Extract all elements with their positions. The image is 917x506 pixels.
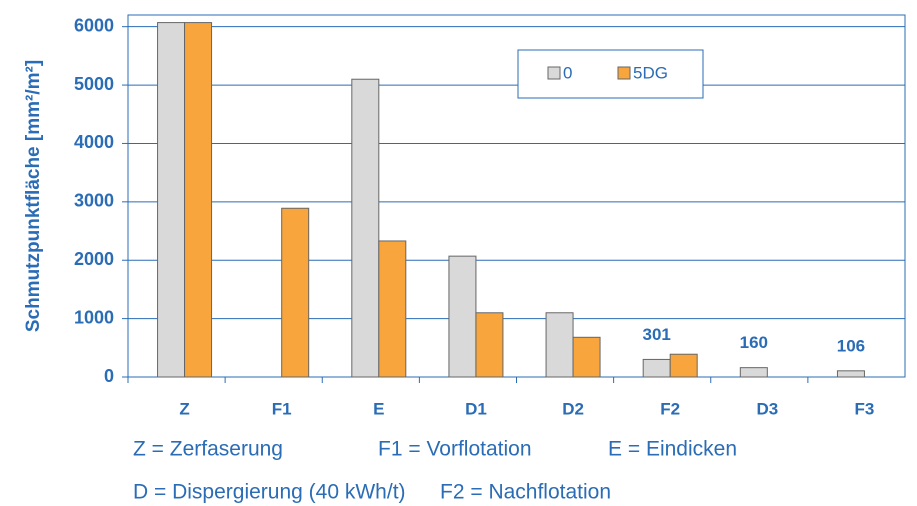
legend-label: 5DG bbox=[633, 63, 668, 82]
note: Z = Zerfaserung bbox=[133, 438, 283, 461]
bar bbox=[545, 312, 574, 378]
bar bbox=[184, 22, 213, 378]
x-tick-label: F3 bbox=[855, 399, 875, 418]
y-tick-label: 1000 bbox=[74, 307, 114, 327]
note: D = Dispergierung (40 kWh/t) bbox=[133, 481, 406, 504]
legend-swatch bbox=[617, 66, 631, 80]
data-label: 160 bbox=[740, 333, 768, 352]
x-tick-label: D3 bbox=[756, 399, 778, 418]
y-tick-label: 0 bbox=[104, 366, 114, 386]
y-axis-label: Schmutzpunktfläche [mm²/m²] bbox=[23, 60, 44, 332]
y-tick-label: 4000 bbox=[74, 132, 114, 152]
bar bbox=[281, 207, 310, 378]
y-tick-label: 5000 bbox=[74, 74, 114, 94]
note: E = Eindicken bbox=[608, 438, 737, 461]
bar bbox=[669, 353, 698, 378]
note: F1 = Vorflotation bbox=[378, 438, 532, 461]
x-tick-label: D2 bbox=[562, 399, 584, 418]
bar bbox=[572, 336, 601, 378]
y-tick-label: 3000 bbox=[74, 191, 114, 211]
plot-frame bbox=[127, 14, 906, 378]
legend-box bbox=[517, 49, 704, 99]
legend-label: 0 bbox=[563, 63, 572, 82]
data-label: 301 bbox=[643, 325, 671, 344]
bar bbox=[378, 240, 407, 378]
bar bbox=[351, 78, 380, 378]
y-tick-label: 6000 bbox=[74, 15, 114, 35]
note: F2 = Nachflotation bbox=[440, 481, 611, 504]
x-tick-label: D1 bbox=[465, 399, 487, 418]
bar bbox=[448, 255, 477, 378]
bar bbox=[475, 312, 504, 378]
x-tick-label: F2 bbox=[660, 399, 680, 418]
x-tick-label: F1 bbox=[272, 399, 292, 418]
legend-swatch bbox=[547, 66, 561, 80]
bar bbox=[739, 367, 768, 378]
bar bbox=[642, 358, 671, 378]
bar bbox=[157, 22, 186, 378]
x-tick-label: E bbox=[373, 399, 384, 418]
x-tick-label: Z bbox=[179, 399, 189, 418]
bar bbox=[836, 370, 865, 378]
y-tick-label: 2000 bbox=[74, 249, 114, 269]
data-label: 106 bbox=[837, 336, 865, 355]
